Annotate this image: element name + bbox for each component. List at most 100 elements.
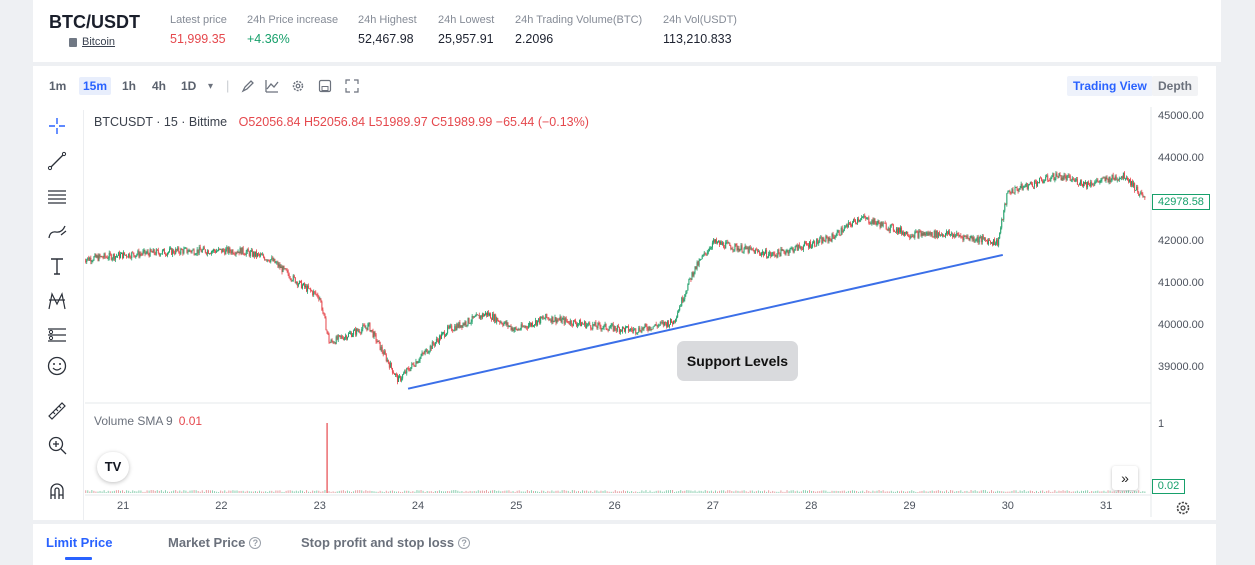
candle-body bbox=[805, 242, 807, 245]
candle-body bbox=[342, 338, 344, 340]
candle-body bbox=[177, 247, 179, 251]
volume-bar bbox=[690, 490, 692, 493]
candle-body bbox=[156, 249, 158, 251]
volume-bar bbox=[782, 491, 784, 493]
candle-body bbox=[995, 243, 997, 245]
save-icon[interactable] bbox=[318, 79, 332, 93]
settings-icon[interactable] bbox=[291, 79, 305, 93]
candle-body bbox=[231, 250, 233, 254]
volume-bar bbox=[156, 490, 158, 493]
fullscreen-icon[interactable] bbox=[345, 79, 359, 93]
volume-bar bbox=[310, 491, 312, 493]
tab-limit-price[interactable]: Limit Price bbox=[46, 535, 112, 550]
candle-body bbox=[759, 253, 761, 256]
scroll-to-realtime-button[interactable]: » bbox=[1112, 466, 1138, 490]
candle-body bbox=[763, 251, 765, 256]
candle-body bbox=[625, 327, 627, 332]
coin-link[interactable]: Bitcoin bbox=[69, 36, 115, 48]
candle-body bbox=[838, 230, 840, 235]
prediction-icon[interactable] bbox=[46, 324, 68, 346]
candle-body bbox=[740, 245, 742, 249]
candle-body bbox=[924, 232, 926, 236]
brush-icon[interactable] bbox=[46, 221, 68, 243]
trading-view-button[interactable]: Trading View bbox=[1067, 76, 1153, 96]
candle-body bbox=[1046, 175, 1048, 177]
candle-body bbox=[384, 351, 386, 355]
volume-bar bbox=[596, 490, 598, 493]
candle-body bbox=[230, 251, 232, 254]
candle-body bbox=[810, 241, 812, 248]
pattern-icon[interactable] bbox=[46, 290, 68, 312]
volume-bar bbox=[240, 490, 242, 493]
candle-body bbox=[291, 280, 293, 282]
candle-body bbox=[512, 327, 514, 332]
volume-bar bbox=[827, 491, 829, 493]
timeframe-4h[interactable]: 4h bbox=[152, 79, 167, 93]
candle-body bbox=[248, 251, 250, 256]
axis-settings-icon[interactable] bbox=[1175, 500, 1191, 516]
candle-body bbox=[192, 249, 194, 251]
candle-body bbox=[779, 252, 781, 257]
volume-bar bbox=[941, 491, 943, 493]
fib-icon[interactable] bbox=[46, 186, 68, 208]
candle-body bbox=[463, 323, 465, 326]
timeframe-dropdown-icon[interactable]: ▾ bbox=[208, 81, 214, 92]
help-icon[interactable]: ? bbox=[458, 536, 471, 549]
trendline-icon[interactable] bbox=[46, 150, 68, 172]
volume-bar bbox=[122, 490, 124, 493]
candle-body bbox=[1127, 180, 1129, 182]
candle-body bbox=[493, 314, 495, 321]
candle-body bbox=[920, 231, 922, 236]
candle-body bbox=[653, 325, 655, 327]
volume-bar bbox=[739, 491, 741, 493]
volume-bar bbox=[874, 491, 876, 493]
volume-bar bbox=[148, 490, 150, 493]
candle-body bbox=[423, 353, 425, 354]
candle-body bbox=[562, 317, 564, 319]
price-chart[interactable] bbox=[85, 107, 1155, 517]
volume-bar bbox=[287, 490, 289, 493]
volume-legend: Volume SMA 9 0.01 bbox=[94, 414, 202, 428]
depth-button[interactable]: Depth bbox=[1152, 76, 1198, 96]
candle-body bbox=[269, 261, 271, 262]
candle-body bbox=[172, 249, 174, 255]
timeframe-1m[interactable]: 1m bbox=[49, 79, 67, 93]
volume-bar bbox=[1044, 491, 1046, 493]
candle-body bbox=[506, 322, 508, 325]
tab-market-price[interactable]: Market Price ? bbox=[168, 535, 262, 550]
tab-stop-profit-loss[interactable]: Stop profit and stop loss ? bbox=[301, 535, 471, 550]
candle-body bbox=[1011, 189, 1013, 194]
tradingview-logo[interactable]: TV bbox=[97, 452, 129, 482]
timeframe-1d[interactable]: 1D bbox=[181, 79, 197, 93]
timeframe-1h[interactable]: 1h bbox=[122, 79, 137, 93]
draw-icon[interactable] bbox=[241, 79, 255, 93]
candle-body bbox=[980, 236, 982, 243]
crosshair-icon[interactable] bbox=[46, 115, 68, 137]
candle-body bbox=[606, 328, 608, 330]
candle-body bbox=[203, 247, 205, 250]
help-icon[interactable]: ? bbox=[249, 536, 262, 549]
emoji-icon[interactable] bbox=[46, 355, 68, 377]
candle-body bbox=[781, 248, 783, 251]
indicator-icon[interactable] bbox=[265, 79, 279, 93]
candle-body bbox=[1132, 181, 1134, 187]
volume-bar bbox=[1105, 491, 1107, 493]
volume-bar bbox=[890, 490, 892, 493]
volume-bar bbox=[809, 490, 811, 493]
candle-body bbox=[587, 324, 589, 325]
text-icon[interactable] bbox=[46, 255, 68, 277]
volume-bar bbox=[105, 491, 107, 493]
candle-body bbox=[962, 236, 964, 240]
candle-body bbox=[359, 330, 361, 333]
magnet-icon[interactable] bbox=[46, 480, 68, 502]
candle-body bbox=[904, 231, 906, 236]
candle-body bbox=[739, 248, 741, 252]
candle-body bbox=[1066, 175, 1068, 181]
candle-body bbox=[984, 238, 986, 241]
candle-body bbox=[834, 236, 836, 239]
coin-name: Bitcoin bbox=[82, 36, 116, 48]
volume-bar bbox=[606, 491, 608, 493]
ruler-icon[interactable] bbox=[46, 400, 68, 422]
zoom-icon[interactable] bbox=[46, 434, 68, 456]
timeframe-15m[interactable]: 15m bbox=[79, 77, 112, 95]
